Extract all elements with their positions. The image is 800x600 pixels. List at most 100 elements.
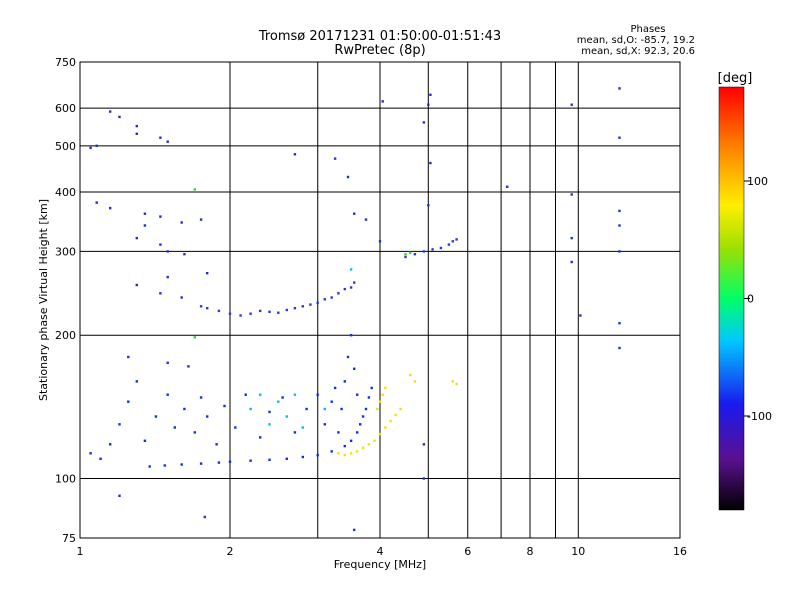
data-point-scattered xyxy=(95,144,98,147)
x-tick-label: 6 xyxy=(464,545,471,558)
data-point-blue-lower xyxy=(285,457,288,460)
data-point-blue-upper xyxy=(316,301,319,304)
data-point-blue-upper xyxy=(349,286,353,289)
data-point-blue-lower xyxy=(330,400,333,403)
data-point-scattered xyxy=(143,212,147,215)
data-point-scattered xyxy=(166,275,169,279)
data-point-blue-lower xyxy=(148,465,151,468)
data-point-yellow xyxy=(399,407,402,411)
x-tick-label: 10 xyxy=(571,545,585,558)
data-point-blue-lower xyxy=(367,396,371,399)
y-tick-label: 100 xyxy=(55,473,76,486)
data-point-blue-upper xyxy=(259,309,262,313)
data-point-scattered xyxy=(618,136,621,139)
x-axis-label: Frequency [MHz] xyxy=(334,558,426,571)
data-point-yellow xyxy=(376,407,379,411)
data-point-scattered xyxy=(166,361,169,364)
data-point-cyan-mid xyxy=(268,423,271,426)
data-point-yellow xyxy=(381,393,384,396)
data-point-blue-upper xyxy=(337,292,340,295)
data-point-blue-lower xyxy=(199,462,203,465)
data-point-blue-lower xyxy=(135,380,138,383)
data-point-scattered xyxy=(109,206,112,210)
data-point-blue-lower xyxy=(316,393,319,396)
data-point-blue-lower xyxy=(193,431,196,434)
colorbar xyxy=(718,86,745,511)
data-point-blue-lower xyxy=(346,355,350,359)
data-point-scattered xyxy=(180,221,183,224)
data-point-scattered xyxy=(378,240,382,243)
data-point-scattered xyxy=(118,115,121,119)
y-tick-label: 750 xyxy=(55,56,76,69)
data-point-blue-lower xyxy=(361,415,365,418)
data-point-scattered xyxy=(293,153,297,156)
data-point-blue-lower xyxy=(109,443,112,446)
data-point-scattered xyxy=(570,236,573,240)
data-point-blue-lower xyxy=(180,463,183,466)
data-point-scattered xyxy=(618,250,621,253)
data-point-blue-upper xyxy=(455,238,458,241)
data-point-scattered xyxy=(183,253,186,256)
data-point-scattered xyxy=(353,212,356,215)
data-point-yellow xyxy=(373,439,376,442)
data-point-blue-upper xyxy=(413,253,417,256)
data-point-blue-upper xyxy=(249,312,252,315)
data-point-cyan-mid xyxy=(293,393,297,396)
data-point-blue-lower xyxy=(340,407,343,411)
data-point-blue-lower xyxy=(206,415,209,418)
data-point-scattered xyxy=(159,215,162,218)
data-point-scattered xyxy=(618,224,621,227)
data-point-scattered xyxy=(127,355,130,359)
data-point-yellow xyxy=(384,386,387,390)
data-point-blue-upper xyxy=(199,305,203,308)
data-point-blue-lower xyxy=(199,396,203,399)
data-point-blue-lower xyxy=(370,386,373,390)
data-point-blue-lower xyxy=(349,334,353,337)
data-point-scattered xyxy=(135,132,138,135)
data-point-scattered xyxy=(570,260,573,264)
data-point-yellow xyxy=(378,432,382,436)
data-point-scattered xyxy=(618,209,621,213)
x-axis-ticks: 1 2 4 6 8 10 16 xyxy=(77,545,688,558)
data-point-blue-upper xyxy=(277,311,280,314)
data-point-blue-lower xyxy=(89,452,92,455)
data-point-blue-lower xyxy=(127,400,130,403)
data-point-scattered xyxy=(427,204,430,207)
data-point-scattered xyxy=(422,121,426,124)
data-point-yellow xyxy=(455,382,458,386)
data-point-scattered xyxy=(429,161,432,165)
data-point-blue-lower xyxy=(364,407,368,411)
data-point-scattered xyxy=(135,236,138,240)
data-point-yellow xyxy=(394,413,397,417)
data-point-yellow xyxy=(384,426,387,429)
data-point-blue-upper xyxy=(301,305,304,308)
data-point-yellow xyxy=(337,452,340,455)
y-tick-label: 300 xyxy=(55,245,76,258)
data-point-scattered xyxy=(429,93,432,96)
x-tick-label: 2 xyxy=(227,545,234,558)
y-axis-label: Stationary phase Virtual Height [km] xyxy=(37,199,50,401)
chart-subtitle: RwPretec (8p) xyxy=(334,43,425,58)
stats-heading: Phases xyxy=(630,24,665,35)
data-point-scattered xyxy=(89,146,92,150)
data-point-blue-upper xyxy=(309,303,312,306)
data-point-scattered xyxy=(159,243,162,246)
data-point-blue-upper xyxy=(239,314,242,317)
data-point-blue-upper xyxy=(343,287,346,291)
data-point-scattered xyxy=(135,124,138,128)
data-point-blue-lower xyxy=(301,455,304,459)
data-point-blue-lower xyxy=(234,426,237,429)
data-point-scattered xyxy=(618,346,621,350)
data-point-yellow xyxy=(356,450,359,453)
data-point-blue-lower xyxy=(118,423,121,426)
data-point-scattered xyxy=(187,365,190,368)
data-point-scattered xyxy=(203,515,206,519)
data-point-blue-lower xyxy=(228,460,232,463)
data-point-blue-upper xyxy=(228,312,232,315)
data-point-scattered xyxy=(427,103,430,106)
data-point-scattered xyxy=(422,443,426,446)
data-point-blue-lower xyxy=(359,423,362,426)
data-point-yellow xyxy=(409,373,412,377)
data-point-blue-lower xyxy=(259,436,262,439)
data-point-cyan-mid xyxy=(349,268,353,271)
